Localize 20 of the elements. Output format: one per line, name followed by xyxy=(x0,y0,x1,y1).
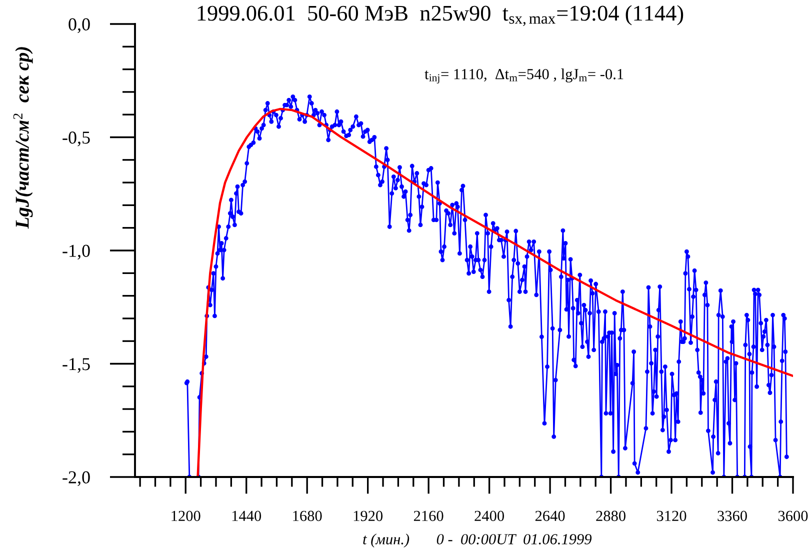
y-axis-title: LgJ(част/см$^{2}$ сек ср) xyxy=(13,47,33,229)
x-tick-label: 1440 xyxy=(232,510,262,522)
y-tick-label: -1,5 xyxy=(62,358,90,373)
y-tick-label: 0,0 xyxy=(68,18,90,34)
x-tick-label: 2640 xyxy=(535,510,565,522)
y-tick-label: -2,0 xyxy=(62,471,90,486)
x-tick-label: 1200 xyxy=(172,510,200,522)
x-tick-label: 2160 xyxy=(414,510,444,522)
x-tick-label: 3600 xyxy=(778,510,808,522)
chart-title: 1999.06.01 50-60 МэВ n25w90 t$_{sx,max}$=19:04 (1144) xyxy=(198,5,684,26)
x-axis-title: t (мин.) 0 - 00:00UT 01.06.1999 xyxy=(363,534,592,548)
y-tick-label: -0,5 xyxy=(62,132,90,146)
x-tick-label: 1920 xyxy=(354,510,383,522)
x-tick-label: 3360 xyxy=(718,510,747,522)
x-tick-label: 1680 xyxy=(293,510,322,522)
x-tick-label: 2880 xyxy=(596,510,626,522)
x-tick-label: 3120 xyxy=(656,510,686,522)
x-tick-label: 2400 xyxy=(474,510,504,522)
annotation: t$_{inj}$= 1110, Δt$_{m}$=540 , lgJ$_{m}$= -0.1 xyxy=(424,68,624,84)
y-tick-label: -1,0 xyxy=(62,244,90,260)
